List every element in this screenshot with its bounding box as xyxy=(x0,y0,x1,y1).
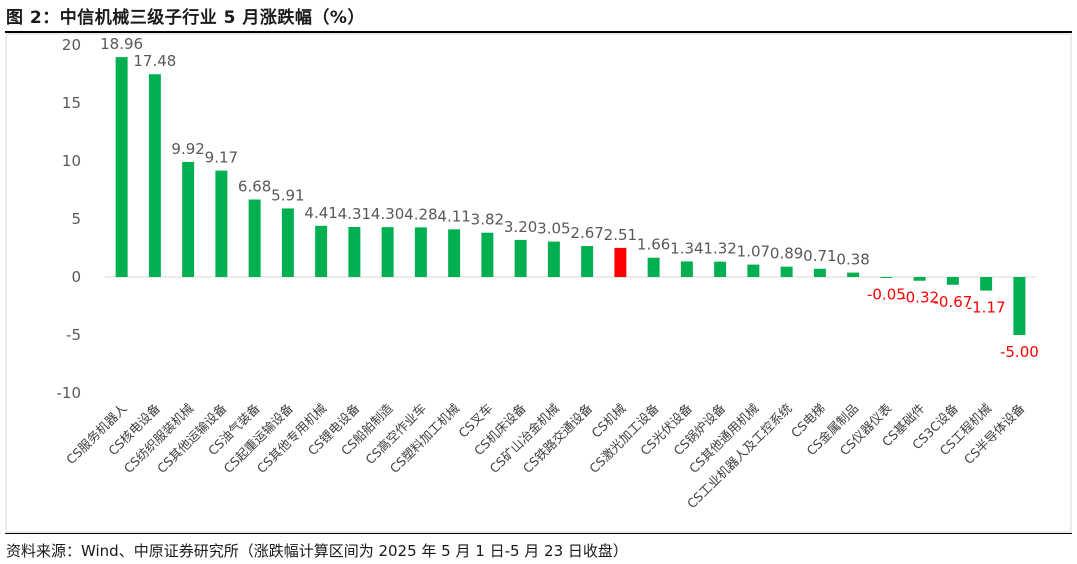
y-tick-label: 10 xyxy=(62,152,81,170)
footer-rule xyxy=(5,533,1072,534)
data-label: 1.32 xyxy=(703,240,736,258)
data-label: 18.96 xyxy=(100,35,143,53)
data-label: 3.20 xyxy=(504,218,537,236)
bar xyxy=(847,272,860,277)
bar xyxy=(448,229,461,277)
data-label: 9.17 xyxy=(205,149,238,167)
bar xyxy=(182,161,195,277)
y-tick-label: -10 xyxy=(57,384,82,402)
bar xyxy=(315,225,328,277)
bar xyxy=(813,268,826,277)
bar xyxy=(514,239,527,277)
data-label: 3.05 xyxy=(537,220,570,238)
y-tick-label: 20 xyxy=(62,36,81,54)
bar xyxy=(547,241,560,277)
bar xyxy=(348,227,361,277)
data-label: -0.67 xyxy=(933,293,972,311)
data-label: 3.82 xyxy=(471,211,504,229)
bar xyxy=(148,74,161,277)
data-label: 1.66 xyxy=(637,236,670,254)
bar xyxy=(747,264,760,277)
bar xyxy=(581,246,594,277)
data-label: -5.00 xyxy=(1000,343,1039,361)
data-label: 17.48 xyxy=(133,52,176,70)
bar xyxy=(115,57,128,278)
chart-frame: 20 15 10 5 0 -5 -10 18.96 17.48 9.92 9.17 6.68 5.91… xyxy=(5,33,1072,533)
y-tick-label: 15 xyxy=(62,94,81,112)
data-label: 6.68 xyxy=(238,178,271,196)
data-label: 5.91 xyxy=(271,186,304,204)
data-label: -0.32 xyxy=(900,289,939,307)
bar xyxy=(414,227,427,277)
bar xyxy=(481,232,494,277)
bar xyxy=(880,277,893,278)
data-label: 1.07 xyxy=(737,243,770,261)
data-label: 4.28 xyxy=(404,205,437,223)
y-tick-label: 5 xyxy=(71,210,81,228)
bar xyxy=(281,208,294,277)
bar xyxy=(946,277,959,285)
bar xyxy=(714,261,727,277)
data-label: -0.05 xyxy=(867,286,906,304)
data-label: 9.92 xyxy=(171,140,204,158)
bar xyxy=(913,277,926,281)
data-label: 2.67 xyxy=(570,224,603,242)
data-label: 2.51 xyxy=(604,226,637,244)
bar xyxy=(614,247,627,277)
bar xyxy=(980,277,993,291)
data-label: 4.41 xyxy=(304,204,337,222)
chart-title: 图 2：中信机械三级子行业 5 月涨跌幅（%） xyxy=(6,8,365,28)
title-rule xyxy=(5,31,1072,33)
y-tick-label: -5 xyxy=(66,326,81,344)
data-label: 4.31 xyxy=(338,205,371,223)
bar xyxy=(248,199,261,277)
data-label: 4.30 xyxy=(371,205,404,223)
y-tick-label: 0 xyxy=(71,268,81,286)
bar xyxy=(780,266,793,277)
bar xyxy=(647,257,660,277)
bar xyxy=(215,170,228,277)
bar xyxy=(680,261,693,277)
plot-border xyxy=(5,33,1072,533)
bar xyxy=(381,227,394,277)
data-label: 0.71 xyxy=(803,247,836,265)
data-label: 4.11 xyxy=(437,207,470,225)
bar xyxy=(1013,277,1026,335)
data-label: 0.38 xyxy=(836,251,869,269)
data-label: -1.17 xyxy=(967,299,1006,317)
source-note: 资料来源：Wind、中原证券研究所（涨跌幅计算区间为 2025 年 5 月 1 … xyxy=(6,542,628,560)
data-label: 0.89 xyxy=(770,245,803,263)
data-label: 1.34 xyxy=(670,239,703,257)
